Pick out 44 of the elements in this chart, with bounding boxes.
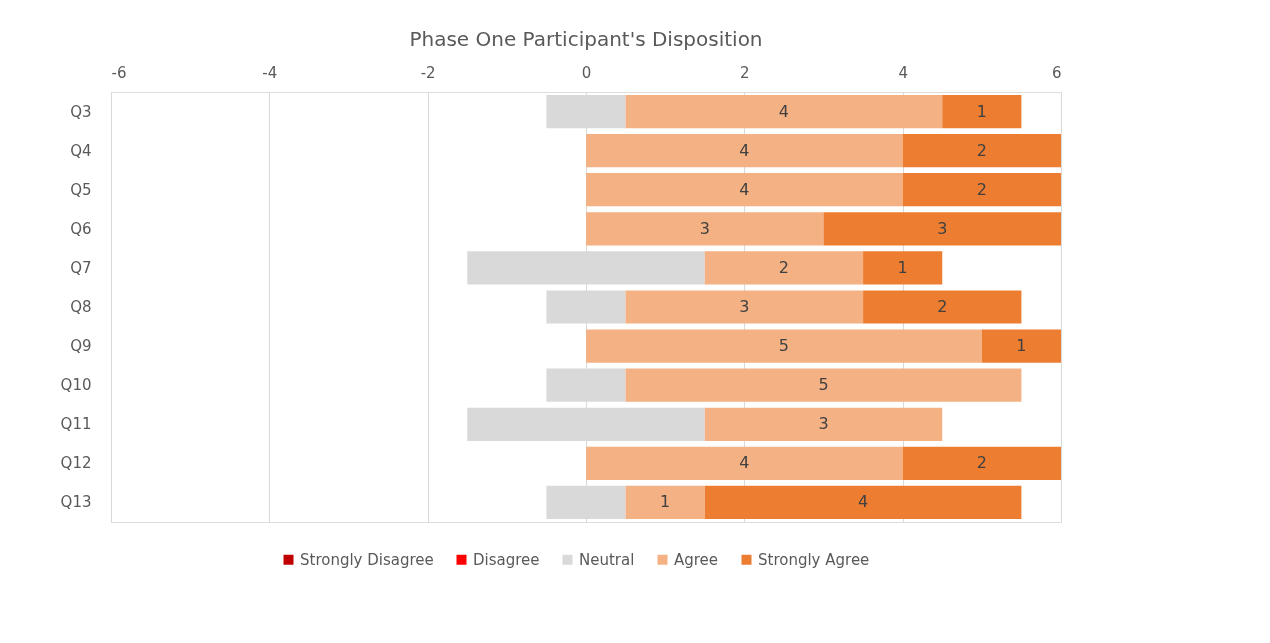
data-label: 2: [976, 140, 987, 160]
data-label: 1: [976, 101, 987, 121]
data-label: 4: [857, 492, 869, 512]
legend-label: Neutral: [579, 550, 635, 569]
data-label: 1: [660, 492, 671, 512]
data-label: 4: [778, 101, 790, 121]
y-tick-label: Q9: [70, 337, 92, 356]
y-tick-label: Q11: [60, 415, 92, 434]
x-tick-label: 2: [740, 63, 750, 82]
data-label: 4: [739, 453, 750, 473]
data-label: 3: [739, 297, 750, 316]
data-label: 4: [739, 140, 750, 160]
data-label: 3: [818, 414, 829, 434]
data-label: 4: [739, 179, 750, 199]
data-label: 1: [897, 257, 908, 277]
data-label: 3: [699, 218, 710, 238]
data-label: 5: [818, 375, 829, 395]
y-tick-label: Q4: [70, 141, 92, 160]
data-label: 2: [976, 453, 987, 473]
chart-title: Phase One Participant's Disposition: [409, 27, 763, 51]
y-tick-label: Q13: [60, 493, 92, 512]
y-tick-label: Q8: [70, 298, 92, 316]
x-tick-label: -2: [420, 63, 436, 82]
x-tick-label: 6: [1051, 63, 1062, 82]
y-tick-label: Q10: [60, 376, 92, 395]
x-tick-label: -4: [262, 63, 278, 82]
x-tick-label: 0: [581, 63, 592, 82]
data-label: 2: [778, 257, 790, 277]
y-tick-label: Q5: [70, 180, 92, 199]
legend-label: Agree: [674, 550, 719, 569]
y-tick-label: Q6: [70, 219, 92, 238]
legend-label: Strongly Agree: [758, 550, 870, 569]
data-label: 5: [778, 336, 790, 356]
x-tick-label: -6: [111, 63, 127, 82]
y-tick-label: Q7: [70, 258, 92, 277]
data-label: 3: [937, 218, 948, 238]
data-label: 1: [1016, 336, 1027, 356]
legend-label: Strongly Disagree: [300, 550, 434, 569]
data-label: 2: [937, 297, 948, 316]
y-tick-label: Q12: [60, 454, 92, 473]
data-label: 2: [976, 179, 987, 199]
x-tick-label: 4: [898, 63, 908, 82]
y-tick-label: Q3: [70, 102, 92, 121]
legend-label: Disagree: [473, 550, 540, 569]
